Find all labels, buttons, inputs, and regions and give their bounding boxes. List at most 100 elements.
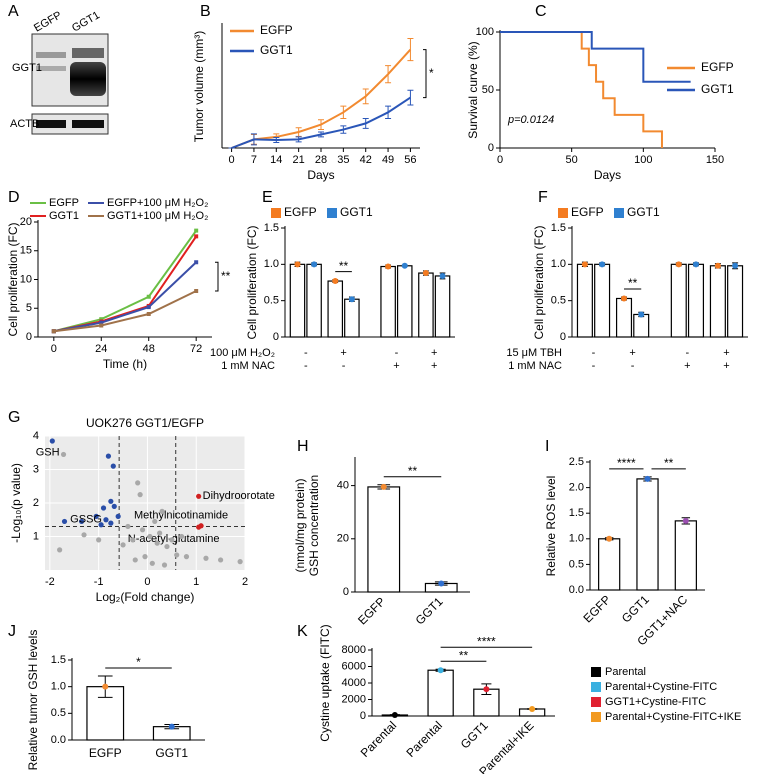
marker [146, 305, 151, 310]
x-axis-label: Days [594, 168, 621, 182]
panel-letter: J [8, 623, 16, 640]
x-axis-label: Log₂(Fold change) [96, 590, 195, 604]
point [682, 517, 689, 524]
error-bar [273, 137, 280, 143]
blot-band [70, 62, 106, 96]
y-tick-label: 3 [33, 463, 39, 475]
significance-label: ** [221, 269, 231, 283]
y-tick-label: 2.0 [569, 482, 584, 494]
bar [427, 669, 454, 717]
y-axis-label: -Log₁₀(p value) [9, 463, 23, 543]
legend-swatch [327, 208, 337, 218]
significance-label: ** [628, 276, 638, 290]
x-tick-label: 50 [566, 154, 578, 166]
point [108, 498, 114, 504]
point [60, 451, 67, 458]
marker [99, 323, 104, 328]
x-tick-label: 0 [229, 154, 235, 166]
point [391, 712, 398, 719]
point [157, 530, 163, 536]
y-tick-label: 40 [337, 480, 349, 492]
point-label: Dihydroorotate [203, 490, 275, 502]
error-bar [295, 136, 302, 143]
lane-label: EGFP [32, 9, 64, 34]
legend-swatch [591, 697, 601, 707]
point [169, 537, 175, 543]
point [120, 542, 126, 548]
point [675, 261, 682, 268]
legend-swatch [591, 667, 601, 677]
point [438, 580, 445, 587]
x-tick-label: 28 [315, 154, 327, 166]
point [311, 261, 318, 268]
significance-label: **** [477, 634, 496, 648]
point [130, 537, 136, 543]
bar [418, 272, 434, 338]
x-tick-label: EGFP [581, 592, 614, 625]
condition-label: 15 μM TBH [506, 347, 562, 359]
legend-swatch [271, 208, 281, 218]
marker [194, 228, 199, 233]
blot-band [36, 52, 66, 58]
point [348, 296, 355, 303]
legend-label: GGT1+Cystine-FITC [605, 696, 706, 708]
series-line [53, 290, 197, 333]
error-bar [362, 117, 369, 129]
bar [289, 263, 306, 338]
series-line [53, 235, 198, 333]
marker [146, 312, 151, 316]
point [644, 475, 651, 482]
x-tick-label: -2 [45, 576, 55, 588]
y-tick-label: 10 [20, 273, 32, 285]
point [110, 463, 116, 469]
y-tick-label: 0.5 [569, 558, 584, 570]
y-tick-label: 0 [560, 331, 566, 343]
x-tick-label: -1 [94, 576, 104, 588]
legend-label: GGT1 [49, 210, 79, 222]
y-tick-label: 1.0 [51, 681, 66, 693]
point [49, 438, 55, 444]
point [692, 261, 699, 268]
bar [380, 265, 396, 338]
y-tick-label: 50 [482, 84, 494, 96]
condition-value: - [342, 360, 346, 372]
bar [306, 263, 322, 338]
panel-letter: I [545, 438, 549, 455]
x-tick-label: 0 [51, 343, 57, 355]
y-tick-label: 1.5 [264, 222, 279, 234]
y-axis-label: GSH concentration [307, 475, 321, 576]
panel-letter: K [297, 623, 308, 640]
x-tick-label: 56 [404, 154, 416, 166]
error-bar [407, 38, 414, 62]
point [437, 667, 444, 674]
blot-band [36, 66, 66, 71]
point [218, 557, 224, 563]
panel-letter: G [8, 409, 20, 426]
y-axis-label: Relative tumor GSH levels [26, 630, 40, 771]
band-label: ACTB [10, 118, 39, 130]
point [98, 522, 104, 528]
y-tick-label: 100 [476, 26, 494, 38]
point-label: GSH [36, 446, 60, 458]
legend-label: Parental [605, 666, 646, 678]
significance-label: ** [664, 456, 674, 470]
panel-letter: F [538, 189, 548, 206]
y-tick-label: 0.5 [264, 295, 279, 307]
y-tick-label: 0 [26, 331, 32, 343]
condition-value: + [431, 360, 437, 372]
point [174, 552, 180, 558]
blot-band [72, 48, 104, 58]
point [81, 532, 87, 538]
point [164, 543, 170, 550]
condition-value: - [631, 360, 635, 372]
legend-swatch [614, 208, 624, 218]
x-tick-label: GGT1 [413, 594, 446, 627]
panel-letter: A [8, 3, 19, 20]
x-tick-label: GGT1 [619, 592, 652, 625]
point [125, 523, 131, 530]
bar [367, 486, 401, 593]
chart-title: UOK276 GGT1/EGFP [86, 416, 204, 430]
y-tick-label: 2.5 [569, 456, 584, 468]
point [380, 483, 387, 490]
